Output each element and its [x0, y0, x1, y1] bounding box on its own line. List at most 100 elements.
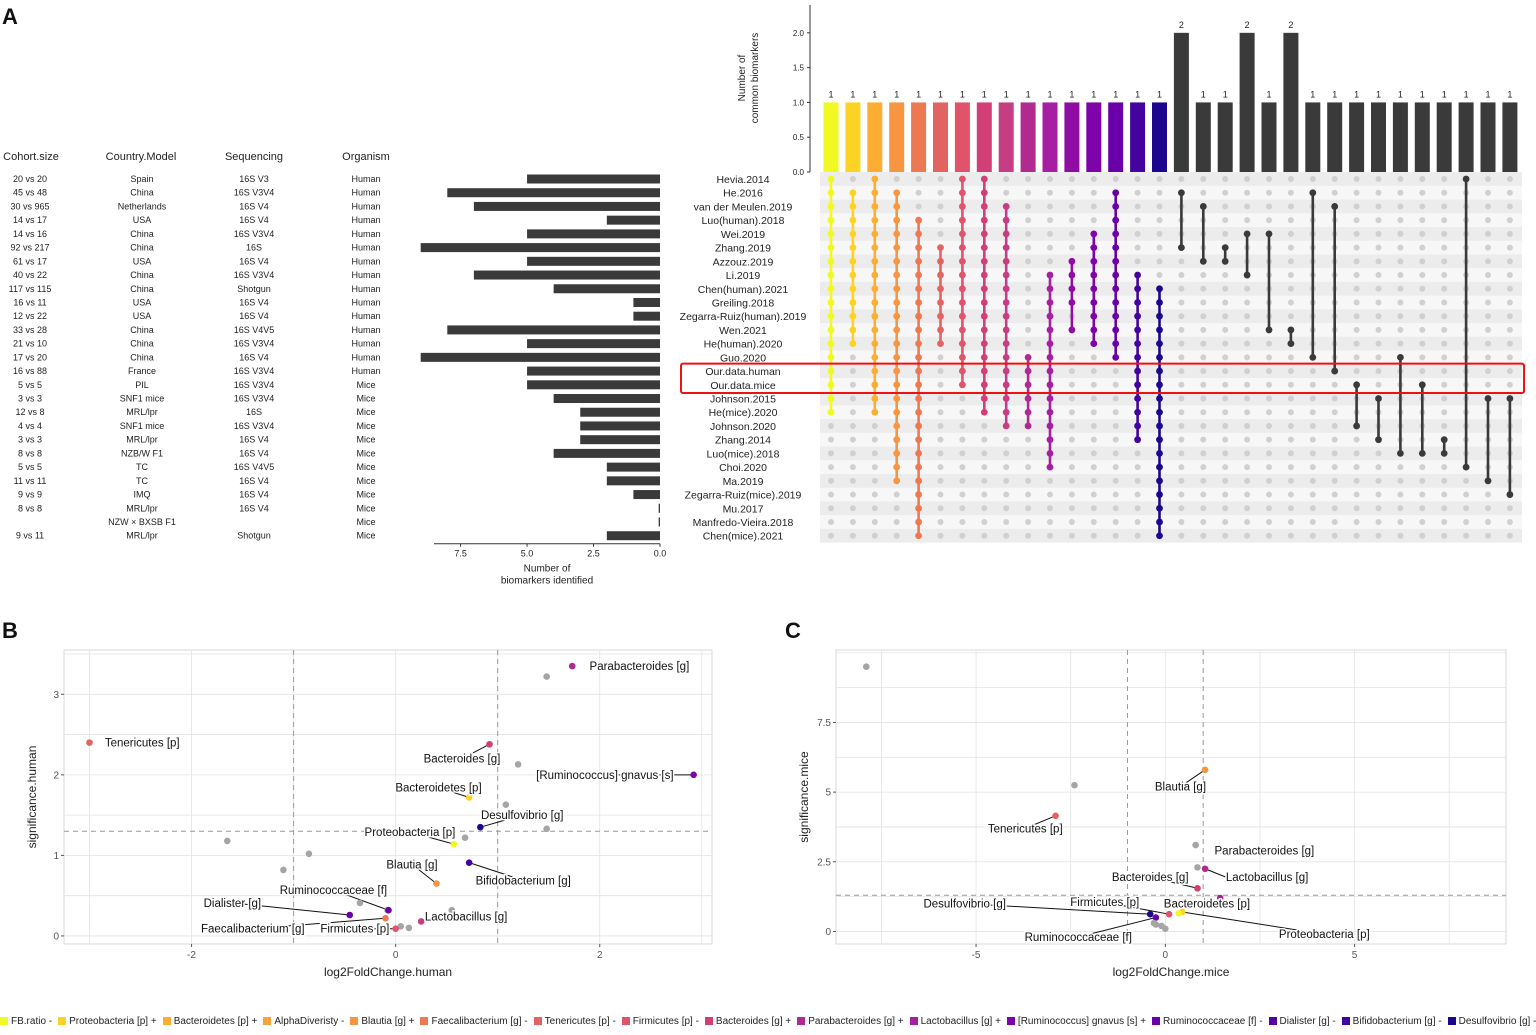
intersection-count-label: 1 — [1201, 89, 1206, 99]
matrix-dot-empty — [1485, 285, 1491, 292]
matrix-dot-empty — [1112, 450, 1119, 457]
matrix-dot-empty — [1287, 519, 1294, 525]
matrix-dot-filled — [849, 216, 857, 224]
matrix-dot-empty — [1222, 409, 1229, 416]
legend-item: Bacteroidetes [p] + — [162, 1016, 257, 1027]
matrix-dot-empty — [1441, 230, 1448, 237]
matrix-dot-filled — [1178, 244, 1185, 252]
intersection-bar — [1108, 102, 1124, 172]
matrix-dot-empty — [1397, 491, 1404, 498]
data-point — [1071, 781, 1078, 789]
matrix-dot-empty — [1090, 354, 1097, 361]
matrix-dot-empty — [1485, 217, 1491, 224]
dataset-name-label: Greiling.2018 — [712, 297, 775, 309]
matrix-dot-filled — [1002, 353, 1010, 361]
matrix-dot-filled — [893, 450, 901, 457]
matrix-dot-filled — [1002, 271, 1010, 279]
matrix-dot-filled — [827, 381, 835, 389]
intersection-bar — [933, 102, 948, 172]
biomarker-count-bar — [633, 297, 660, 307]
matrix-dot-empty — [1090, 176, 1097, 182]
matrix-dot-empty — [959, 464, 966, 471]
matrix-dot-filled — [827, 353, 835, 361]
matrix-dot-filled — [893, 203, 901, 210]
organism-cell: Mice — [356, 517, 375, 527]
biomarker-count-bar — [527, 256, 660, 266]
matrix-dot-filled — [1156, 353, 1163, 361]
intersection-bar — [1371, 102, 1386, 172]
matrix-dot-filled — [980, 271, 988, 279]
data-point — [223, 837, 231, 845]
matrix-dot-empty — [1441, 368, 1448, 375]
biomarker-count-bar — [580, 407, 660, 417]
matrix-dot-empty — [981, 436, 988, 443]
matrix-dot-empty — [1266, 340, 1272, 347]
matrix-dot-empty — [1244, 285, 1251, 292]
matrix-dot-empty — [1375, 477, 1382, 484]
sequencing-cell: 16S V4 — [239, 201, 269, 211]
matrix-dot-filled — [1265, 230, 1273, 238]
matrix-dot-empty — [893, 491, 900, 498]
matrix-dot-empty — [1309, 464, 1316, 471]
cohort-size-cell: 4 vs 4 — [18, 421, 42, 431]
matrix-dot-filled — [1046, 367, 1054, 375]
matrix-dot-empty — [959, 409, 966, 416]
organism-cell: Human — [351, 366, 380, 376]
matrix-dot-filled — [1199, 257, 1207, 265]
sequencing-cell: 16S V4 — [239, 311, 269, 321]
matrix-dot-empty — [1506, 285, 1513, 292]
label-leader-line — [421, 916, 467, 922]
matrix-dot-empty — [1244, 381, 1251, 388]
matrix-dot-empty — [1112, 368, 1119, 375]
intersection-bar — [1305, 102, 1321, 172]
matrix-dot-empty — [871, 519, 878, 525]
intersection-bar — [911, 102, 927, 172]
matrix-dot-empty — [1112, 491, 1119, 498]
matrix-dot-filled — [1134, 422, 1141, 430]
matrix-dot-empty — [1331, 176, 1338, 182]
legend-item: Blautia [g] + — [350, 1016, 414, 1027]
matrix-dot-filled — [1002, 326, 1010, 334]
matrix-dot-filled — [1046, 285, 1054, 293]
matrix-dot-empty — [1419, 491, 1426, 498]
matrix-dot-empty — [1287, 299, 1294, 306]
data-point — [1150, 919, 1158, 927]
matrix-dot-empty — [1068, 436, 1075, 443]
data-point — [1201, 865, 1209, 873]
matrix-dot-empty — [1266, 368, 1272, 375]
label-leader-line — [1025, 815, 1056, 829]
matrix-dot-empty — [1441, 409, 1448, 416]
matrix-dot-empty — [1353, 258, 1360, 265]
matrix-dot-empty — [1441, 272, 1448, 279]
intersection-count-label: 2 — [1288, 20, 1293, 30]
matrix-dot-filled — [893, 216, 901, 224]
matrix-dot-empty — [1134, 217, 1141, 224]
matrix-dot-empty — [1134, 258, 1141, 265]
organism-cell: Mice — [356, 503, 375, 513]
matrix-dot-filled — [1002, 395, 1010, 402]
matrix-dot-empty — [981, 491, 988, 498]
organism-cell: Human — [351, 243, 380, 253]
cohort-size-cell: 20 vs 20 — [13, 174, 47, 184]
matrix-dot-empty — [828, 491, 834, 498]
matrix-dot-empty — [1353, 189, 1360, 196]
matrix-dot-filled — [849, 285, 857, 293]
matrix-dot-empty — [1222, 381, 1229, 388]
point-label: Dialister [g] — [204, 898, 262, 910]
matrix-dot-filled — [1024, 381, 1032, 389]
matrix-dot-filled — [1243, 271, 1251, 279]
data-point — [433, 880, 440, 887]
data-point — [690, 771, 697, 779]
matrix-dot-empty — [1287, 381, 1294, 388]
matrix-dot-filled — [871, 408, 879, 416]
legend-swatch — [58, 1017, 67, 1025]
matrix-dot-empty — [1331, 519, 1338, 525]
matrix-dot-empty — [1068, 395, 1075, 402]
country-model-cell: China — [130, 243, 154, 253]
matrix-dot-empty — [1156, 272, 1163, 279]
dataset-name-label: Ma.2019 — [723, 476, 764, 488]
label-leader-line — [964, 903, 1151, 915]
matrix-dot-empty — [1309, 477, 1316, 484]
legend-label: Tenericutes [p] - — [544, 1016, 616, 1027]
matrix-dot-empty — [1331, 395, 1338, 402]
